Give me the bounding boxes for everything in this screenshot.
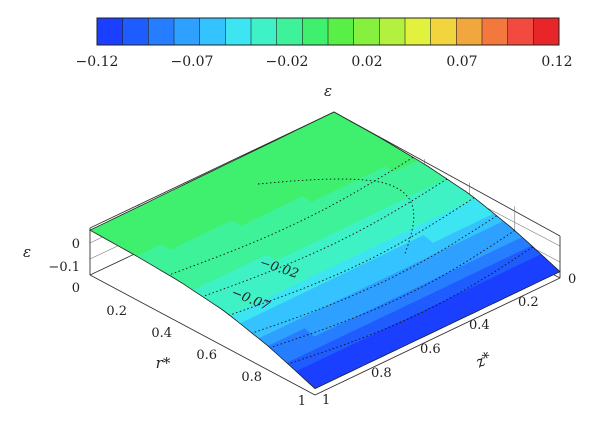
colorbar-tick-label: 0.12 bbox=[541, 54, 572, 70]
colorbar-swatch bbox=[328, 18, 355, 45]
colorbar: −0.12 −0.07 −0.02 0.02 0.07 0.12 bbox=[76, 17, 573, 70]
colorbar-swatch bbox=[302, 18, 329, 45]
zstar-tick-label: 0.8 bbox=[371, 366, 392, 381]
r-tick-label: 0 bbox=[72, 281, 80, 296]
zstar-tick-label: 0 bbox=[568, 272, 576, 287]
chart-title: ε bbox=[324, 82, 332, 100]
r-axis: 0 0.2 0.4 0.6 0.8 1 r* bbox=[72, 281, 306, 409]
colorbar-swatch bbox=[482, 18, 509, 45]
z-axis: 0 −0.1 ε bbox=[23, 237, 80, 275]
r-tick-label: 0.2 bbox=[106, 304, 127, 319]
colorbar-frame bbox=[96, 17, 560, 46]
r-tick-label: 0.8 bbox=[241, 370, 262, 385]
colorbar-swatch bbox=[533, 18, 560, 45]
colorbar-swatch bbox=[174, 18, 201, 45]
colorbar-swatch bbox=[225, 18, 252, 45]
z-tick-label: 0 bbox=[72, 237, 80, 252]
colorbar-swatch bbox=[148, 18, 175, 45]
colorbar-tick-label: −0.02 bbox=[266, 54, 309, 70]
colorbar-tick-label: −0.12 bbox=[76, 54, 119, 70]
colorbar-swatch bbox=[430, 18, 457, 45]
z-tick-label: −0.1 bbox=[48, 260, 80, 275]
box-floor-front bbox=[89, 274, 561, 396]
contour-line bbox=[251, 215, 497, 334]
r-tick-label: 1 bbox=[298, 394, 306, 409]
colorbar-tick-label: −0.07 bbox=[171, 54, 214, 70]
colorbar-swatch bbox=[251, 18, 278, 45]
r-tick-label: 0.6 bbox=[196, 348, 217, 363]
z-axis-label: ε bbox=[23, 243, 31, 261]
surface-outline bbox=[89, 111, 561, 390]
colorbar-swatch bbox=[122, 18, 149, 45]
colorbar-swatch bbox=[199, 18, 226, 45]
colorbar-tick-label: 0.02 bbox=[351, 54, 382, 70]
contour-line bbox=[287, 246, 534, 365]
colorbar-swatch bbox=[379, 18, 406, 45]
colorbar-ticks: −0.12 −0.07 −0.02 0.02 0.07 0.12 bbox=[76, 54, 573, 70]
colorbar-swatches bbox=[97, 18, 560, 45]
colorbar-swatch bbox=[353, 18, 380, 45]
colorbar-swatch bbox=[405, 18, 432, 45]
colorbar-swatch bbox=[97, 18, 124, 45]
zstar-axis-label: z* bbox=[471, 348, 495, 372]
zstar-tick-label: 0.4 bbox=[469, 318, 490, 333]
r-tick-label: 0.4 bbox=[151, 326, 172, 341]
zstar-tick-label: 1 bbox=[322, 393, 330, 408]
zstar-tick-label: 0.2 bbox=[518, 295, 539, 310]
surface bbox=[89, 111, 561, 390]
colorbar-swatch bbox=[456, 18, 483, 45]
colorbar-tick-label: 0.07 bbox=[446, 54, 477, 70]
contour-line bbox=[229, 197, 475, 316]
contour-line bbox=[269, 230, 516, 349]
r-axis-label: r* bbox=[156, 354, 171, 372]
colorbar-swatch bbox=[507, 18, 534, 45]
zstar-tick-label: 0.6 bbox=[420, 342, 441, 357]
colorbar-swatch bbox=[276, 18, 303, 45]
contour-lines bbox=[168, 156, 534, 365]
